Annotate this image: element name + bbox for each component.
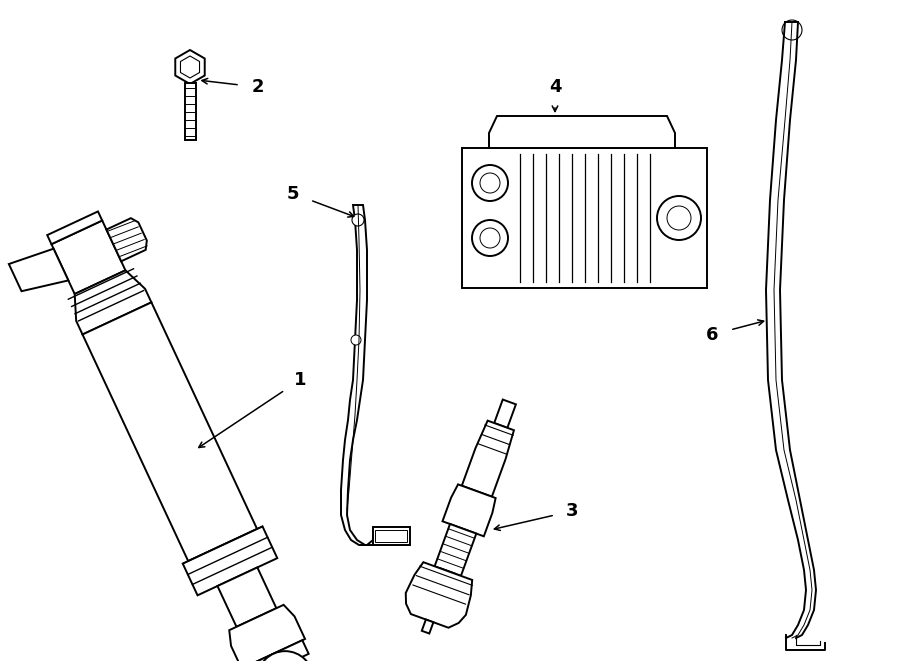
- Polygon shape: [230, 605, 305, 661]
- Text: 4: 4: [549, 78, 562, 96]
- Circle shape: [657, 196, 701, 240]
- Polygon shape: [438, 568, 454, 587]
- Circle shape: [257, 651, 313, 661]
- Polygon shape: [489, 116, 675, 148]
- Polygon shape: [83, 302, 257, 561]
- Polygon shape: [406, 563, 473, 628]
- Polygon shape: [75, 270, 151, 334]
- Polygon shape: [443, 485, 496, 536]
- Circle shape: [667, 206, 691, 230]
- Text: 2: 2: [252, 78, 264, 96]
- Circle shape: [480, 173, 500, 193]
- Polygon shape: [462, 420, 514, 496]
- Text: 6: 6: [706, 326, 719, 344]
- Polygon shape: [218, 567, 276, 627]
- Circle shape: [472, 165, 508, 201]
- Polygon shape: [244, 641, 309, 661]
- Polygon shape: [51, 221, 125, 294]
- Text: 5: 5: [287, 184, 300, 203]
- Polygon shape: [181, 56, 200, 78]
- Polygon shape: [375, 530, 407, 542]
- Circle shape: [480, 228, 500, 248]
- Polygon shape: [494, 399, 516, 428]
- Circle shape: [782, 20, 802, 40]
- Text: 3: 3: [566, 502, 579, 520]
- Polygon shape: [47, 212, 103, 244]
- Text: 1: 1: [293, 371, 306, 389]
- Polygon shape: [9, 249, 68, 292]
- Polygon shape: [183, 526, 277, 596]
- Polygon shape: [435, 524, 476, 576]
- Polygon shape: [184, 83, 195, 140]
- Polygon shape: [422, 619, 434, 633]
- Polygon shape: [106, 218, 147, 261]
- Circle shape: [472, 220, 508, 256]
- Polygon shape: [176, 50, 204, 84]
- Polygon shape: [373, 527, 410, 545]
- Polygon shape: [462, 148, 707, 288]
- Circle shape: [351, 335, 361, 345]
- Polygon shape: [341, 205, 383, 545]
- Circle shape: [352, 214, 364, 226]
